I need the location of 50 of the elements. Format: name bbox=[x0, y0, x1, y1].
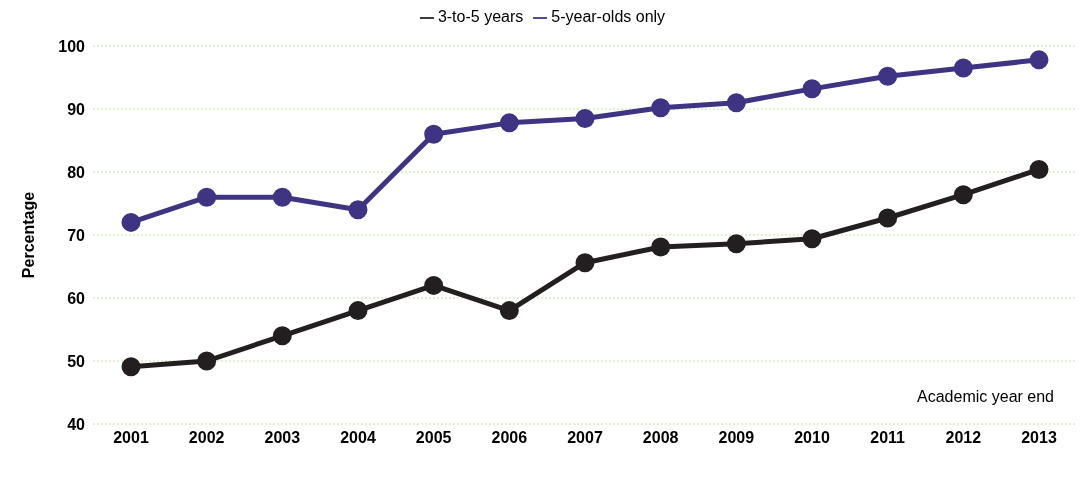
y-tick-label: 70 bbox=[67, 226, 86, 244]
point bbox=[878, 66, 898, 86]
x-tick-label: 2013 bbox=[1021, 429, 1057, 447]
point bbox=[575, 253, 595, 273]
point bbox=[272, 326, 292, 346]
y-tick-label: 60 bbox=[67, 289, 86, 307]
x-tick-label: 2008 bbox=[642, 429, 679, 447]
x-tick-label: 2003 bbox=[264, 429, 301, 447]
legend-label: 3-to-5 years bbox=[437, 8, 524, 25]
point bbox=[878, 208, 898, 228]
point bbox=[575, 108, 595, 128]
x-tick-label: 2007 bbox=[567, 429, 603, 447]
point bbox=[802, 229, 822, 249]
x-tick-label: 2010 bbox=[794, 429, 830, 447]
x-tick-label: 2006 bbox=[491, 429, 528, 447]
point bbox=[424, 275, 444, 295]
x-tick-label: 2011 bbox=[870, 429, 906, 447]
point bbox=[272, 187, 292, 207]
x-tick-label: 2005 bbox=[415, 429, 452, 447]
point bbox=[499, 113, 519, 133]
x-tick-label: 2001 bbox=[113, 429, 149, 447]
point bbox=[197, 351, 217, 371]
point bbox=[726, 93, 746, 113]
point bbox=[121, 212, 141, 232]
annotation: Academic year end bbox=[917, 388, 1054, 406]
x-tick-label: 2012 bbox=[945, 429, 982, 447]
point bbox=[499, 301, 519, 321]
y-tick-label: 100 bbox=[58, 37, 86, 55]
point bbox=[651, 237, 671, 257]
point bbox=[726, 234, 746, 254]
point bbox=[1029, 50, 1049, 70]
x-tick-label: 2002 bbox=[188, 429, 225, 447]
point bbox=[651, 98, 671, 118]
point bbox=[197, 187, 217, 207]
point bbox=[953, 185, 973, 205]
point bbox=[348, 301, 368, 321]
point bbox=[121, 357, 141, 377]
y-axis-title: Percentage bbox=[19, 191, 37, 279]
point bbox=[424, 124, 444, 144]
point bbox=[953, 58, 973, 78]
point bbox=[802, 79, 822, 99]
x-tick-label: 2004 bbox=[340, 429, 376, 447]
y-tick-label: 50 bbox=[67, 352, 86, 370]
point bbox=[1029, 159, 1049, 179]
legend-label: 5-year-olds only bbox=[551, 8, 666, 25]
y-tick-label: 80 bbox=[67, 163, 86, 181]
y-tick-label: 90 bbox=[67, 100, 86, 118]
point bbox=[348, 200, 368, 220]
x-tick-label: 2009 bbox=[718, 429, 755, 447]
y-tick-label: 40 bbox=[67, 415, 86, 433]
